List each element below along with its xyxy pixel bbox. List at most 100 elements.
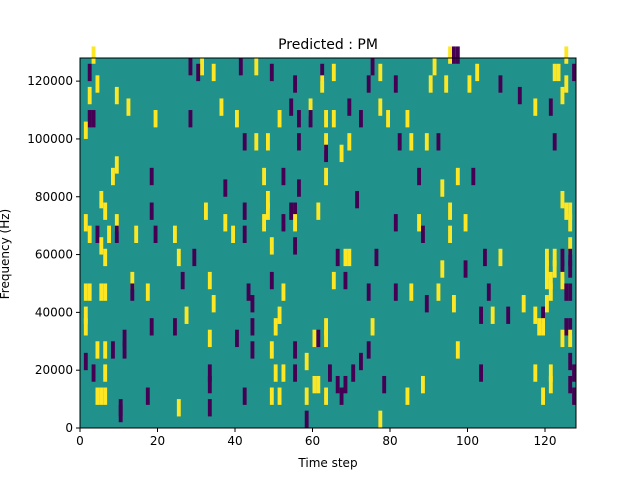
y-axis: 0 20000 40000 60000 80000 100000 120000 bbox=[27, 74, 80, 435]
x-axis-label: Time step bbox=[297, 456, 357, 470]
heatmap-cell bbox=[103, 387, 108, 405]
heatmap-cell bbox=[254, 58, 259, 76]
heatmap-cell bbox=[556, 63, 561, 82]
heatmap-cell bbox=[440, 260, 445, 278]
heatmap-cell bbox=[235, 329, 239, 348]
heatmap-cell bbox=[277, 387, 282, 405]
x-tick-label: 60 bbox=[305, 434, 320, 448]
heatmap-cell bbox=[436, 133, 441, 151]
heatmap-cell bbox=[281, 283, 286, 301]
heatmap-cell bbox=[111, 341, 115, 359]
heatmap-cell bbox=[293, 75, 297, 93]
heatmap-cell bbox=[134, 225, 139, 243]
heatmap-cell bbox=[564, 75, 569, 93]
chart-title: Predicted : PM bbox=[278, 37, 378, 53]
heatmap-cell bbox=[479, 364, 483, 382]
y-tick-label: 60000 bbox=[35, 248, 73, 262]
heatmap-cell bbox=[568, 260, 573, 278]
heatmap-cell bbox=[281, 167, 286, 186]
heatmap-cell bbox=[483, 248, 487, 267]
heatmap-cell bbox=[324, 167, 328, 186]
heatmap-cell bbox=[99, 190, 104, 209]
heatmap-cell bbox=[103, 364, 108, 382]
heatmap-cell bbox=[564, 283, 569, 301]
heatmap-cell bbox=[130, 271, 135, 290]
heatmap-cell bbox=[409, 133, 414, 151]
heatmap-cell bbox=[95, 387, 100, 405]
heatmap-cell bbox=[393, 75, 398, 93]
heatmap-cell bbox=[331, 271, 336, 290]
heatmap-cell bbox=[149, 318, 154, 336]
heatmap-cell bbox=[455, 167, 460, 186]
heatmap-cell bbox=[207, 329, 212, 348]
heatmap-cell bbox=[293, 237, 297, 255]
heatmap-cell bbox=[87, 86, 92, 105]
heatmap-cell bbox=[91, 46, 96, 64]
heatmap-cell bbox=[335, 248, 340, 267]
heatmap-cell bbox=[448, 46, 452, 64]
heatmap-cell bbox=[545, 248, 549, 267]
heatmap-cell bbox=[83, 283, 88, 301]
heatmap-cell bbox=[293, 341, 297, 359]
x-tick-label: 120 bbox=[534, 434, 557, 448]
heatmap-cell bbox=[118, 404, 123, 423]
heatmap-cell bbox=[99, 237, 104, 255]
heatmap-cell bbox=[397, 133, 402, 151]
heatmap-cell bbox=[374, 248, 379, 267]
heatmap-cell bbox=[223, 179, 228, 197]
heatmap-cell bbox=[359, 110, 363, 128]
heatmap-cell bbox=[324, 387, 328, 405]
heatmap-cell bbox=[421, 225, 425, 243]
heatmap-cell bbox=[176, 248, 181, 267]
heatmap-cell bbox=[537, 318, 542, 336]
heatmap-cell bbox=[560, 329, 565, 348]
heatmap-cell bbox=[347, 248, 352, 267]
heatmap-cell bbox=[297, 179, 301, 197]
heatmap-cell bbox=[541, 387, 545, 405]
heatmap-cell bbox=[219, 98, 224, 116]
heatmap-cell bbox=[273, 318, 278, 336]
heatmap-cell bbox=[552, 63, 557, 82]
y-tick-label: 20000 bbox=[35, 363, 73, 377]
heatmap-cell bbox=[297, 110, 301, 128]
heatmap-cell bbox=[281, 214, 286, 232]
heatmap-cell bbox=[91, 364, 96, 382]
heatmap-cell bbox=[304, 352, 309, 371]
heatmap-cell bbox=[355, 190, 359, 209]
heatmap-cell bbox=[498, 75, 503, 93]
heatmap-cell bbox=[83, 352, 88, 371]
heatmap-cell bbox=[475, 63, 480, 82]
heatmap-cell bbox=[452, 46, 456, 64]
heatmap-cell bbox=[188, 58, 193, 76]
heatmap-cell bbox=[486, 283, 491, 301]
heatmap-cell bbox=[316, 202, 321, 220]
heatmap-cell bbox=[463, 260, 468, 278]
heatmap-cell bbox=[378, 98, 383, 116]
heatmap-cell bbox=[250, 295, 255, 313]
heatmap-cell bbox=[207, 271, 212, 290]
heatmap-cell bbox=[498, 248, 503, 267]
heatmap-cell bbox=[324, 329, 328, 348]
y-tick-label: 40000 bbox=[35, 305, 73, 319]
heatmap-cell bbox=[351, 364, 356, 382]
heatmap-cell bbox=[91, 110, 96, 128]
heatmap-cell bbox=[324, 133, 328, 151]
heatmap-cell bbox=[568, 352, 573, 371]
heatmap-cell bbox=[196, 63, 201, 82]
heatmap-cell bbox=[455, 46, 460, 64]
heatmap-cell bbox=[211, 63, 216, 82]
heatmap-cell bbox=[254, 133, 259, 151]
heatmap-cell bbox=[335, 375, 340, 394]
heatmap-cell bbox=[83, 214, 88, 232]
heatmap-cell bbox=[242, 133, 247, 151]
heatmap-cell bbox=[87, 225, 92, 243]
heatmap-cell bbox=[308, 98, 313, 116]
y-axis-label: Frequency (Hz) bbox=[0, 209, 12, 300]
heatmap-cell bbox=[289, 98, 294, 116]
heatmap-cell bbox=[114, 214, 119, 232]
heatmap-cell bbox=[339, 144, 344, 163]
heatmap-cell bbox=[448, 202, 452, 220]
heatmap-cell bbox=[126, 98, 131, 116]
heatmap-cell bbox=[347, 98, 352, 116]
